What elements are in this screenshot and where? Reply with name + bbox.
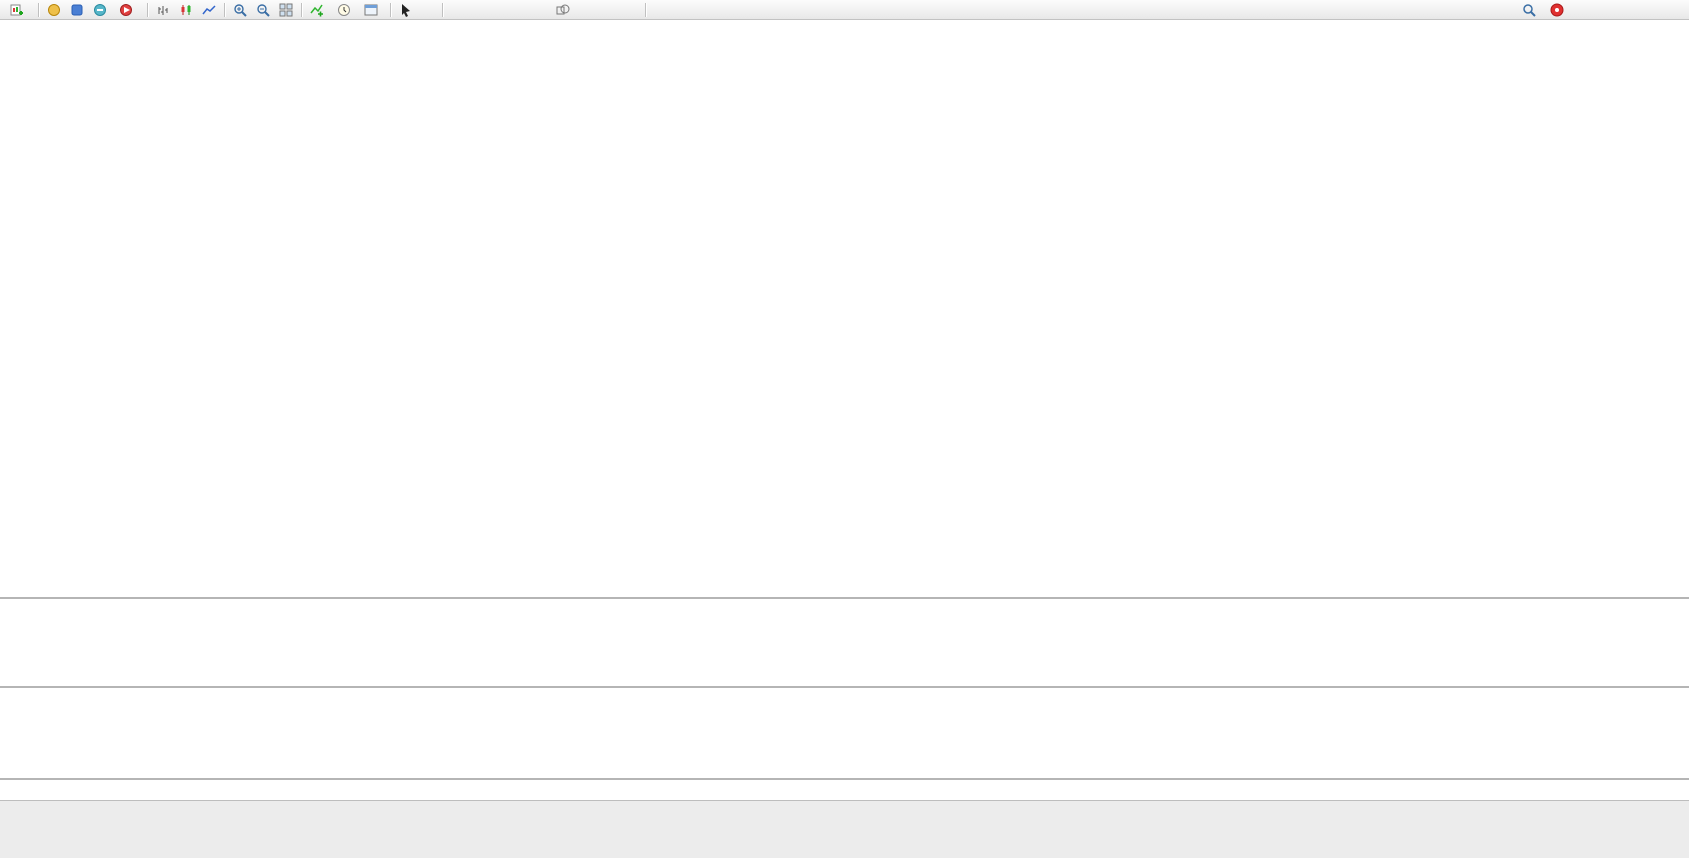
time-scale-labels — [0, 780, 1689, 800]
search-icon — [1523, 3, 1536, 17]
templates-button[interactable] — [360, 1, 386, 19]
toolbar-separator — [38, 2, 39, 17]
zoom-in-icon — [234, 3, 247, 17]
vertical-line-button[interactable] — [447, 1, 467, 19]
clock-icon — [338, 3, 350, 16]
panel-splitter[interactable] — [0, 597, 1689, 599]
periods-button[interactable] — [333, 1, 359, 19]
tile-windows-icon — [279, 3, 293, 16]
line-chart-button[interactable] — [198, 1, 220, 19]
new-order-button[interactable] — [3, 1, 34, 19]
profiles-button[interactable] — [43, 1, 65, 19]
trendline-button[interactable] — [489, 1, 509, 19]
shapes-button[interactable] — [552, 1, 574, 19]
rsi-chart[interactable] — [0, 688, 1689, 778]
notifications-button[interactable] — [1546, 1, 1568, 19]
bar-chart-icon — [158, 5, 168, 15]
templates-icon — [364, 4, 378, 15]
candlestick-chart-icon — [181, 4, 191, 15]
toolbar-separator — [442, 2, 443, 17]
profiles-icon — [48, 3, 60, 16]
price-chart-panel[interactable] — [0, 20, 1689, 597]
line-chart-icon — [202, 4, 216, 14]
zoom-out-icon — [257, 3, 270, 17]
arrows-button[interactable] — [617, 1, 641, 19]
candlestick-chart-button[interactable] — [175, 1, 197, 19]
macd-panel[interactable] — [0, 599, 1689, 686]
search-button[interactable] — [1518, 1, 1540, 19]
horizontal-line-button[interactable] — [468, 1, 488, 19]
market-watch-button[interactable] — [66, 1, 88, 19]
main-toolbar — [0, 0, 1689, 20]
panel-splitter[interactable] — [0, 778, 1689, 780]
label-button[interactable] — [596, 1, 616, 19]
toolbar-separator — [390, 2, 391, 17]
tile-windows-button[interactable] — [275, 1, 297, 19]
shapes-icon — [556, 4, 570, 14]
candlestick-chart[interactable] — [0, 20, 1689, 597]
autotrading-button[interactable] — [112, 1, 143, 19]
toolbar-separator — [147, 2, 148, 17]
indicators-icon — [310, 4, 323, 16]
notification-badge-icon — [1550, 3, 1564, 16]
new-order-icon — [10, 4, 23, 15]
cursor-icon — [402, 3, 410, 17]
toolbar-separator — [645, 2, 646, 17]
fibonacci-button[interactable] — [531, 1, 551, 19]
autotrading-icon — [120, 3, 132, 16]
panel-splitter[interactable] — [0, 686, 1689, 688]
macd-chart[interactable] — [0, 599, 1689, 686]
navigator-icon — [94, 3, 106, 16]
cursor-button[interactable] — [395, 1, 417, 19]
toolbar-separator — [301, 2, 302, 17]
navigator-button[interactable] — [89, 1, 111, 19]
time-scale[interactable] — [0, 780, 1689, 800]
equidistant-channel-button[interactable] — [510, 1, 530, 19]
toolbar-separator — [224, 2, 225, 17]
indicators-button[interactable] — [306, 1, 332, 19]
zoom-in-button[interactable] — [229, 1, 251, 19]
zoom-out-button[interactable] — [252, 1, 274, 19]
window-bottom-area — [0, 800, 1689, 858]
crosshair-button[interactable] — [418, 1, 438, 19]
rsi-panel[interactable] — [0, 688, 1689, 778]
bar-chart-button[interactable] — [152, 1, 174, 19]
text-button[interactable] — [575, 1, 595, 19]
toolbar-right-group — [1518, 1, 1568, 19]
market-watch-icon — [71, 4, 83, 15]
